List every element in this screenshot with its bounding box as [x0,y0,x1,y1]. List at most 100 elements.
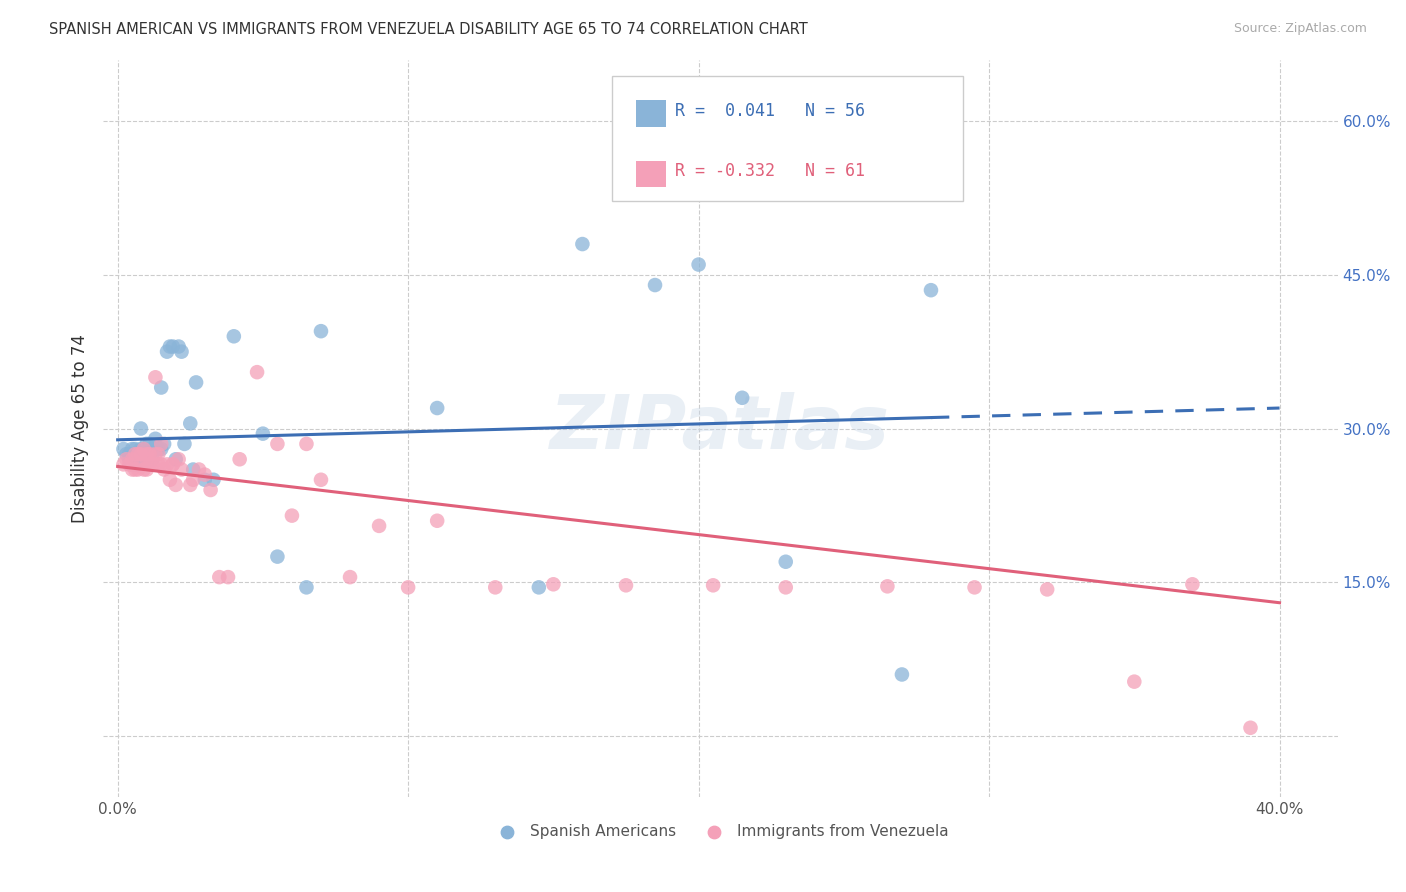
Point [1181,577,1204,591]
Point [167,452,190,467]
Point [138,447,160,461]
Point [141,442,163,456]
Point [145,447,167,461]
Point [124,442,146,456]
Text: ZIPatlas: ZIPatlas [550,392,890,465]
Point [141,458,163,472]
Point [527,580,550,594]
Point [876,579,898,593]
Point [162,339,184,353]
Point [129,421,152,435]
Point [426,401,449,415]
Point [138,447,160,461]
Point [200,483,222,497]
Point [281,508,304,523]
Legend: Spanish Americans, Immigrants from Venezuela: Spanish Americans, Immigrants from Venez… [485,818,955,845]
Y-axis label: Disability Age 65 to 74: Disability Age 65 to 74 [72,334,89,523]
Point [159,473,181,487]
Point [167,339,190,353]
Point [156,344,179,359]
Point [222,329,245,343]
Point [124,462,146,476]
Point [688,258,710,272]
Point [184,376,207,390]
Point [396,580,419,594]
Point [202,473,225,487]
Point [145,370,167,384]
Point [731,391,754,405]
Point [118,452,141,467]
Point [153,462,176,476]
Point [309,324,332,338]
Point [179,478,201,492]
Point [135,447,157,461]
Point [135,452,157,467]
Point [121,452,143,467]
Point [181,462,204,476]
Point [135,462,157,476]
Point [194,467,217,482]
Point [127,462,149,476]
Point [145,442,167,456]
Point [118,458,141,472]
Point [124,447,146,461]
Point [150,458,173,472]
Point [266,549,288,564]
Point [368,519,391,533]
Point [194,473,217,487]
Point [121,452,143,467]
Point [252,426,274,441]
Point [150,437,173,451]
Point [112,442,135,456]
Point [132,442,155,456]
Point [162,458,184,472]
Point [127,447,149,461]
Point [173,437,195,451]
Point [118,447,141,461]
Point [129,458,152,472]
Point [890,667,912,681]
Point [266,437,288,451]
Point [165,478,187,492]
Point [127,458,149,472]
Point [112,458,135,472]
Point [702,578,724,592]
Point [115,447,138,461]
Point [775,580,797,594]
Point [295,437,318,451]
Point [339,570,361,584]
Point [208,570,231,584]
Point [165,452,187,467]
Point [170,344,193,359]
Point [121,442,143,456]
Point [132,462,155,476]
Point [129,458,152,472]
Point [150,380,173,394]
Point [135,447,157,461]
Text: R = -0.332   N = 61: R = -0.332 N = 61 [675,162,865,180]
Point [1036,582,1059,597]
Text: SPANISH AMERICAN VS IMMIGRANTS FROM VENEZUELA DISABILITY AGE 65 TO 74 CORRELATIO: SPANISH AMERICAN VS IMMIGRANTS FROM VENE… [49,22,808,37]
Point [138,437,160,451]
Point [963,580,986,594]
Point [121,462,143,476]
Point [124,447,146,461]
Point [295,580,318,594]
Point [132,452,155,467]
Point [543,577,565,591]
Point [135,452,157,467]
Point [127,447,149,461]
Point [179,417,201,431]
Point [644,278,666,293]
Point [156,458,179,472]
Point [129,442,152,456]
Point [145,432,167,446]
Point [484,580,506,594]
Point [129,447,152,461]
Point [170,462,193,476]
Point [148,442,170,456]
Point [150,442,173,456]
Point [115,452,138,467]
Point [426,514,449,528]
Point [920,283,942,297]
